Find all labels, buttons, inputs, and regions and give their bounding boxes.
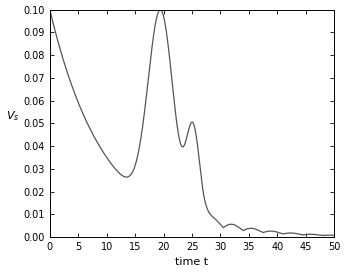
- Y-axis label: $V_s$: $V_s$: [6, 109, 19, 123]
- X-axis label: time t: time t: [175, 257, 209, 268]
